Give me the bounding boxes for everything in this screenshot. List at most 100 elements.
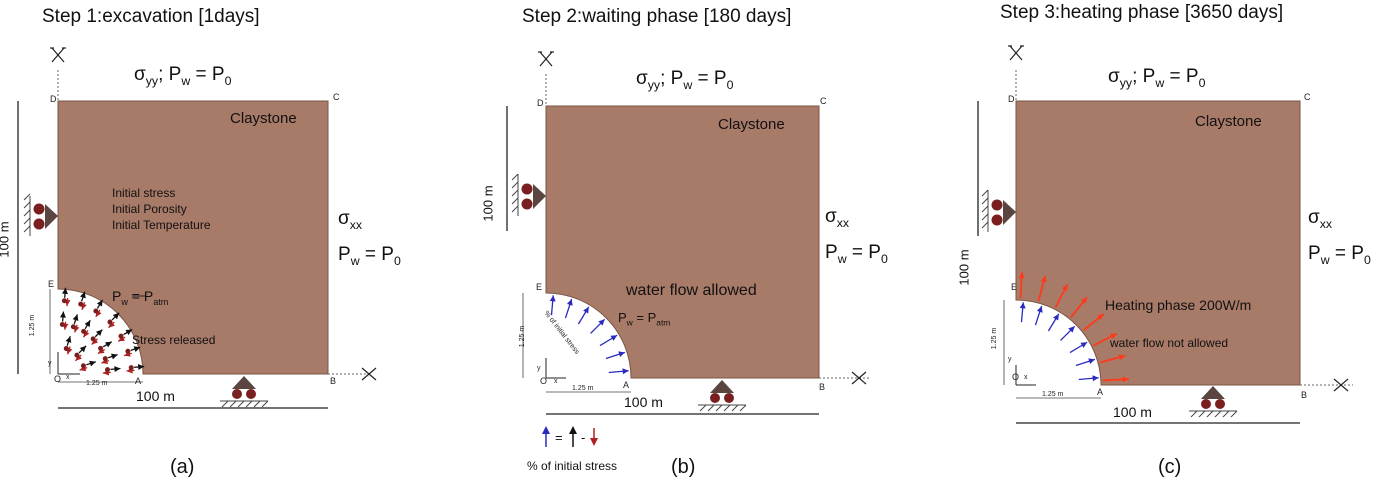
material-label: Claystone [230,110,297,127]
point-c-label: C [1304,92,1311,102]
legend-text: % of initial stress [527,459,618,473]
panel-caption: (b) [671,456,696,478]
particle-dot [98,345,104,351]
particle-dot [80,363,86,369]
width-label: 100 m [136,388,175,404]
radius-x-label: 1.25 m [1042,391,1064,398]
pore-pressure-label: Pw = Patm [618,310,671,328]
blue-arrow-head [1053,313,1059,321]
black-arrow-head [112,312,120,320]
water-flow-label: water flow allowed [626,282,757,299]
width-label: 100 m [1113,404,1152,420]
symmetry-symbol-icon [361,367,377,381]
point-o-label: O [1012,372,1020,382]
panel-title: Step 2:waiting phase [180 days] [522,6,792,27]
panel-excavation: Step 1:excavation [1days] [0,0,460,495]
symmetry-symbol-icon [1008,45,1024,61]
right-boundary-condition: σxx Pw = P0 [825,206,888,266]
black-arrow-head [133,346,141,352]
red-arrow-head [75,354,82,361]
radius-y-label: 1.25 m [29,314,37,337]
height-label: 100 m [956,249,972,286]
blue-arrow-head [618,351,625,358]
particle-dot [61,298,67,304]
bottom-roller-support-icon [698,380,747,412]
point-e-label: E [1011,282,1018,292]
heat-arrow-head [1081,297,1088,304]
particle-dot [59,321,65,327]
blue-arrow-head [583,306,589,314]
axis-x-label: x [554,378,558,385]
panel-waiting: Step 2:waiting phase [180 days] [481,0,926,495]
claystone-domain [57,100,329,375]
blue-stress-arrows [549,295,629,375]
initial-conditions: Initial stress Initial Porosity Initial … [112,186,211,232]
particle-dot [107,319,113,325]
point-o-label: O [54,374,62,384]
stress-released-label: Stress released [132,333,216,347]
point-d-label: D [537,98,544,108]
radius-y-label: 1.25 m [991,327,999,350]
point-c-label: C [820,96,827,106]
material-label: Claystone [1195,113,1262,130]
axis-y-label: y [537,365,541,372]
blue-arrow-head [1092,375,1099,382]
particle-dot [105,367,111,373]
point-e-label: E [48,279,55,289]
blue-arrow-head [622,368,629,375]
black-arrow-head [80,291,86,299]
particle-dot [128,365,134,371]
panel-caption: (c) [1158,456,1182,478]
blue-arrow-head [610,335,618,341]
right-boundary-condition: σxx Pw = P0 [338,208,401,268]
legend-minus: - [581,430,586,445]
particle-dot [78,301,84,307]
legend-equals: = [555,430,563,445]
blue-arrow-head [1036,306,1043,313]
axis-y-label: y [48,360,52,367]
black-arrow-head [62,287,69,295]
point-d-label: D [50,94,57,104]
heat-arrow-head [1109,333,1117,340]
pore-pressure-label: Pw = Patm [112,288,169,307]
left-roller-support-icon [23,193,58,236]
top-boundary-condition: σyy; Pw = P0 [636,68,734,92]
panel-heating: Step 3:heating phase [3650 days] [956,0,1390,495]
point-o-label: O [540,376,548,386]
blue-arrow-head [549,295,556,302]
panel-title: Step 3:heating phase [3650 days] [1000,2,1284,23]
heat-arrow-head [1040,275,1047,283]
black-arrow-head [79,345,87,353]
point-a-label: A [1097,387,1104,397]
black-arrow-head [72,314,79,322]
particle-dot [63,346,69,352]
point-b-label: B [819,382,826,392]
blue-arrow-head [1088,358,1095,365]
symmetry-symbol-icon [50,47,66,63]
panel-title: Step 1:excavation [1days] [42,6,260,27]
height-label: 100 m [480,185,496,222]
axis-x-label: x [66,374,70,381]
particle-dot [74,352,80,358]
height-label: 100 m [0,221,12,258]
heat-arrow-head [1097,313,1104,320]
model-geometry [506,51,871,447]
black-arrow-head [137,363,145,370]
black-arrow-head [95,329,103,337]
left-roller-support-icon [511,173,546,216]
particle-dot [93,308,99,314]
point-a-label: A [623,380,630,390]
claystone-domain [545,105,820,379]
axis-x-label: x [1024,374,1028,381]
particle-dot [90,336,96,342]
particle-dot [125,348,131,354]
heat-arrow-head [1118,354,1126,361]
radius-x-label: 1.25 m [86,380,108,387]
symmetry-symbol-icon [538,51,554,67]
particle-dot [118,333,124,339]
point-c-label: C [333,92,340,102]
black-arrow-head [110,353,118,360]
width-label: 100 m [624,394,663,410]
point-d-label: D [1008,94,1015,104]
heat-arrow-head [1122,376,1129,383]
